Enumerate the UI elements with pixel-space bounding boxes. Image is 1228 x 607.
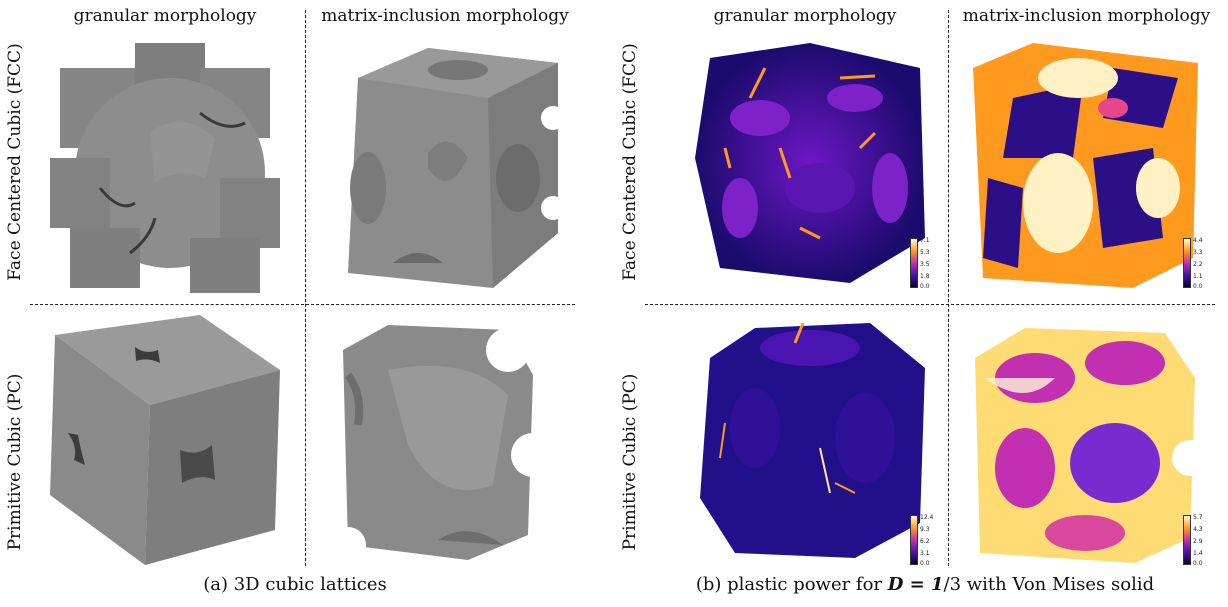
- colorbar-tick: 7.1: [920, 237, 930, 244]
- colorbar-tick: 3.1: [920, 550, 930, 557]
- colorbar-fcc-matrix: 4.4 3.3 2.2 1.1 0.0: [1183, 237, 1223, 290]
- col-header-granular: granular morphology: [713, 6, 897, 26]
- colorbar-tick: 12.4: [920, 514, 934, 521]
- caption-a: (a) 3D cubic lattices: [203, 574, 387, 595]
- fcc-granular-lattice-image: [50, 43, 280, 293]
- colorbar-tick: 1.1: [1193, 273, 1203, 280]
- colorbar-pc-matrix: 5.7 4.3 2.9 1.4 0.0: [1183, 514, 1223, 567]
- colorbar-tick: 4.4: [1193, 237, 1203, 244]
- horizontal-divider: [30, 304, 575, 305]
- colorbar-tick: 4.3: [1193, 526, 1203, 533]
- colorbar-tick: 3.5: [920, 261, 930, 268]
- col-header-matrix-inclusion: matrix-inclusion morphology: [962, 6, 1211, 26]
- colorbar-tick: 0.0: [1193, 560, 1203, 567]
- colorbar-tick: 5.7: [1193, 514, 1203, 521]
- fcc-matrix-inclusion-lattice-image: [348, 48, 565, 288]
- colorbar-tick: 0.0: [1193, 283, 1203, 290]
- caption-b: (b) plastic power for D = 1/3 with Von M…: [635, 574, 1215, 595]
- row-header-fcc: Face Centered Cubic (FCC): [620, 43, 640, 281]
- fcc-granular-plastic-power-map: [695, 43, 925, 283]
- colorbar-tick: 1.4: [1193, 550, 1203, 557]
- colorbar-tick: 1.8: [920, 273, 930, 280]
- colorbar-tick: 6.2: [920, 538, 930, 545]
- col-header-granular: granular morphology: [73, 6, 257, 26]
- colorbar-tick: 9.3: [920, 526, 930, 533]
- fcc-matrix-inclusion-plastic-power-map: [973, 43, 1198, 288]
- colorbar-tick: 5.3: [920, 249, 930, 256]
- colorbar-pc-granular: 12.4 9.3 6.2 3.1 0.0: [910, 514, 950, 567]
- pc-matrix-inclusion-plastic-power-map: [975, 328, 1205, 563]
- colorbar-tick: 2.2: [1193, 261, 1203, 268]
- caption-b-prefix: (b) plastic power for: [695, 574, 883, 595]
- row-header-pc: Primitive Cubic (PC): [620, 373, 640, 551]
- colorbar-tick: 0.0: [920, 560, 930, 567]
- colorbar-tick: 2.9: [1193, 538, 1203, 545]
- row-header-fcc: Face Centered Cubic (FCC): [5, 43, 25, 281]
- vertical-divider: [305, 10, 306, 566]
- pc-matrix-inclusion-lattice-image: [330, 325, 555, 563]
- colorbar-fcc-granular: 7.1 5.3 3.5 1.8 0.0: [910, 237, 950, 290]
- panel-a-3d-cubic-lattices: granular morphology matrix-inclusion mor…: [0, 0, 590, 607]
- vertical-divider: [948, 10, 949, 566]
- row-header-pc: Primitive Cubic (PC): [5, 373, 25, 551]
- caption-b-math: D = 1: [887, 574, 944, 595]
- caption-b-suffix: /3 with Von Mises solid: [943, 574, 1155, 595]
- colorbar-tick: 0.0: [920, 283, 930, 290]
- col-header-matrix-inclusion: matrix-inclusion morphology: [321, 6, 569, 26]
- colorbar-tick: 3.3: [1193, 249, 1203, 256]
- horizontal-divider: [645, 304, 1215, 305]
- pc-granular-lattice-image: [50, 315, 280, 565]
- panel-b-plastic-power: granular morphology matrix-inclusion mor…: [615, 0, 1228, 607]
- pc-granular-plastic-power-map: [700, 322, 925, 558]
